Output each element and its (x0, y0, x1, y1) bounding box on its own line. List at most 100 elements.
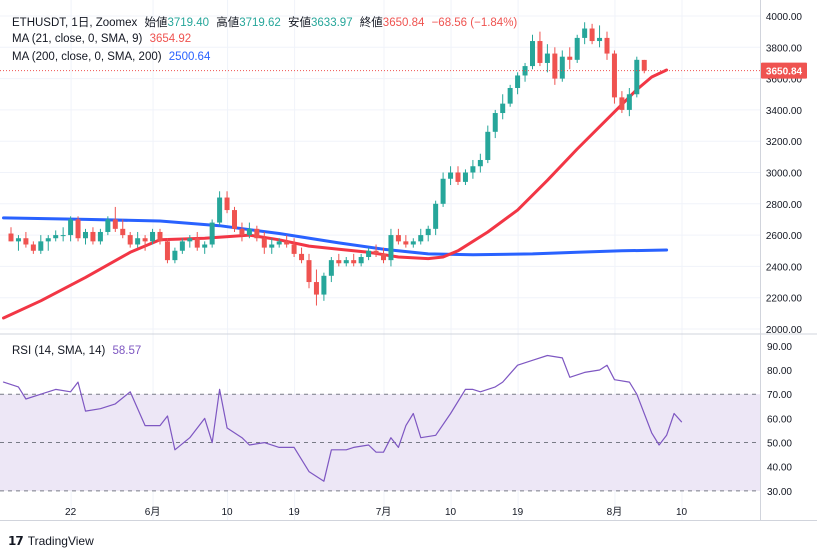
time-tick-label: 8月 (607, 506, 623, 518)
rsi-line (2, 354, 683, 482)
candle-body (358, 257, 364, 264)
candle-body (328, 260, 334, 276)
time-tick-label: 19 (512, 507, 524, 518)
candle-body (403, 241, 409, 245)
candle-body (112, 219, 118, 229)
candle-body (343, 260, 349, 264)
high-value: 3719.62 (239, 17, 281, 29)
candle-body (604, 37, 610, 54)
price-tick-label: 3200.00 (766, 137, 803, 148)
candle-body (462, 172, 468, 182)
candle-body (179, 241, 185, 251)
rsi-legend[interactable]: RSI (14, SMA, 14) 58.57 (12, 345, 145, 357)
candle-body (15, 238, 21, 242)
candle-body (45, 238, 51, 242)
rsi-tick-label: 60.00 (767, 414, 792, 425)
candle-body (291, 244, 297, 254)
candle-body (552, 53, 558, 79)
candle-body (641, 59, 647, 71)
candle-body (120, 228, 126, 236)
candle-body (507, 87, 513, 104)
price-tick-label: 2000.00 (766, 325, 803, 336)
candle-body (485, 131, 491, 160)
time-tick-label: 10 (445, 507, 457, 518)
last-price-tag (761, 62, 807, 79)
candle-body (172, 250, 178, 261)
candle-body (157, 231, 163, 242)
rsi-tick-label: 30.00 (767, 487, 792, 498)
candle-body (269, 244, 275, 248)
candle-body (83, 231, 88, 239)
candle-body (284, 241, 290, 245)
candle-body (224, 197, 230, 211)
candle-body (574, 37, 580, 60)
time-tick-label: 19 (289, 507, 301, 518)
change-value: −68.56 (−1.84%) (431, 17, 518, 29)
candle-body (127, 235, 133, 245)
candle-body (164, 241, 170, 261)
candle-body (261, 238, 267, 248)
rsi-tick-label: 40.00 (767, 463, 792, 474)
candle-body (209, 222, 215, 245)
tradingview-logo-icon: 𝟭𝟳 (8, 534, 24, 548)
price-tick-label: 2400.00 (766, 262, 803, 273)
candle-body (239, 228, 245, 236)
candle-body (299, 253, 305, 261)
ma200-legend[interactable]: MA (200, close, 0, SMA, 200) 2500.64 (12, 51, 214, 63)
price-tick-label: 3000.00 (766, 169, 803, 180)
close-label: 終値 (359, 17, 383, 29)
time-tick-label: 10 (221, 507, 233, 518)
candle-body (351, 260, 357, 264)
candle-body (8, 233, 14, 242)
candle-body (53, 235, 59, 239)
candle-body (321, 275, 327, 295)
candle-body (90, 231, 96, 242)
ma21-line (2, 68, 669, 320)
candle-body (381, 253, 386, 261)
candle-body (23, 238, 29, 245)
time-tick-label: 22 (65, 507, 77, 518)
candle-body (470, 166, 476, 173)
candle-body (194, 238, 200, 248)
rsi-tick-label: 70.00 (767, 390, 792, 401)
candle-body (410, 241, 416, 245)
rsi-value: 58.57 (112, 345, 142, 357)
candle-body (492, 113, 498, 132)
candle-body (582, 28, 588, 38)
candle-body (187, 238, 193, 242)
ma200-value: 2500.64 (168, 51, 211, 63)
rsi-label: RSI (14, SMA, 14) (12, 345, 106, 357)
rsi-tick-label: 90.00 (767, 342, 792, 353)
candle-body (589, 28, 595, 42)
candle-body (537, 41, 543, 63)
candle-body (373, 250, 379, 254)
price-tick-label: 3400.00 (766, 106, 803, 117)
candle-body (611, 53, 617, 98)
candle-body (388, 235, 394, 261)
candle-body (395, 235, 401, 242)
time-tick-label: 10 (676, 507, 688, 518)
price-tick-label: 3800.00 (766, 43, 803, 54)
candle-body (448, 172, 454, 179)
ma21-legend[interactable]: MA (21, close, 0, SMA, 9) 3654.92 (12, 33, 195, 45)
tradingview-footer[interactable]: 𝟭𝟳 TradingView (8, 534, 94, 548)
candle-body (217, 197, 223, 223)
open-value: 3719.40 (167, 17, 210, 29)
candle-body (75, 219, 81, 239)
symbol-name[interactable]: ETHUSDT, 1日, Zoomex (12, 17, 138, 29)
candle-body (455, 172, 461, 182)
open-label: 始値 (144, 17, 168, 29)
candle-body (477, 159, 483, 167)
candle-body (530, 41, 535, 67)
candle-body (515, 75, 521, 88)
symbol-legend: ETHUSDT, 1日, Zoomex 始値3719.40 高値3719.62 … (12, 14, 521, 30)
time-tick-label: 7月 (376, 506, 392, 518)
candle-body (60, 235, 66, 237)
brand-name: TradingView (27, 534, 94, 548)
rsi-tick-label: 50.00 (767, 439, 792, 450)
candle-body (142, 238, 148, 242)
candle-body (433, 203, 439, 229)
price-tick-label: 3600.00 (766, 75, 803, 86)
ma21-value: 3654.92 (149, 33, 192, 45)
